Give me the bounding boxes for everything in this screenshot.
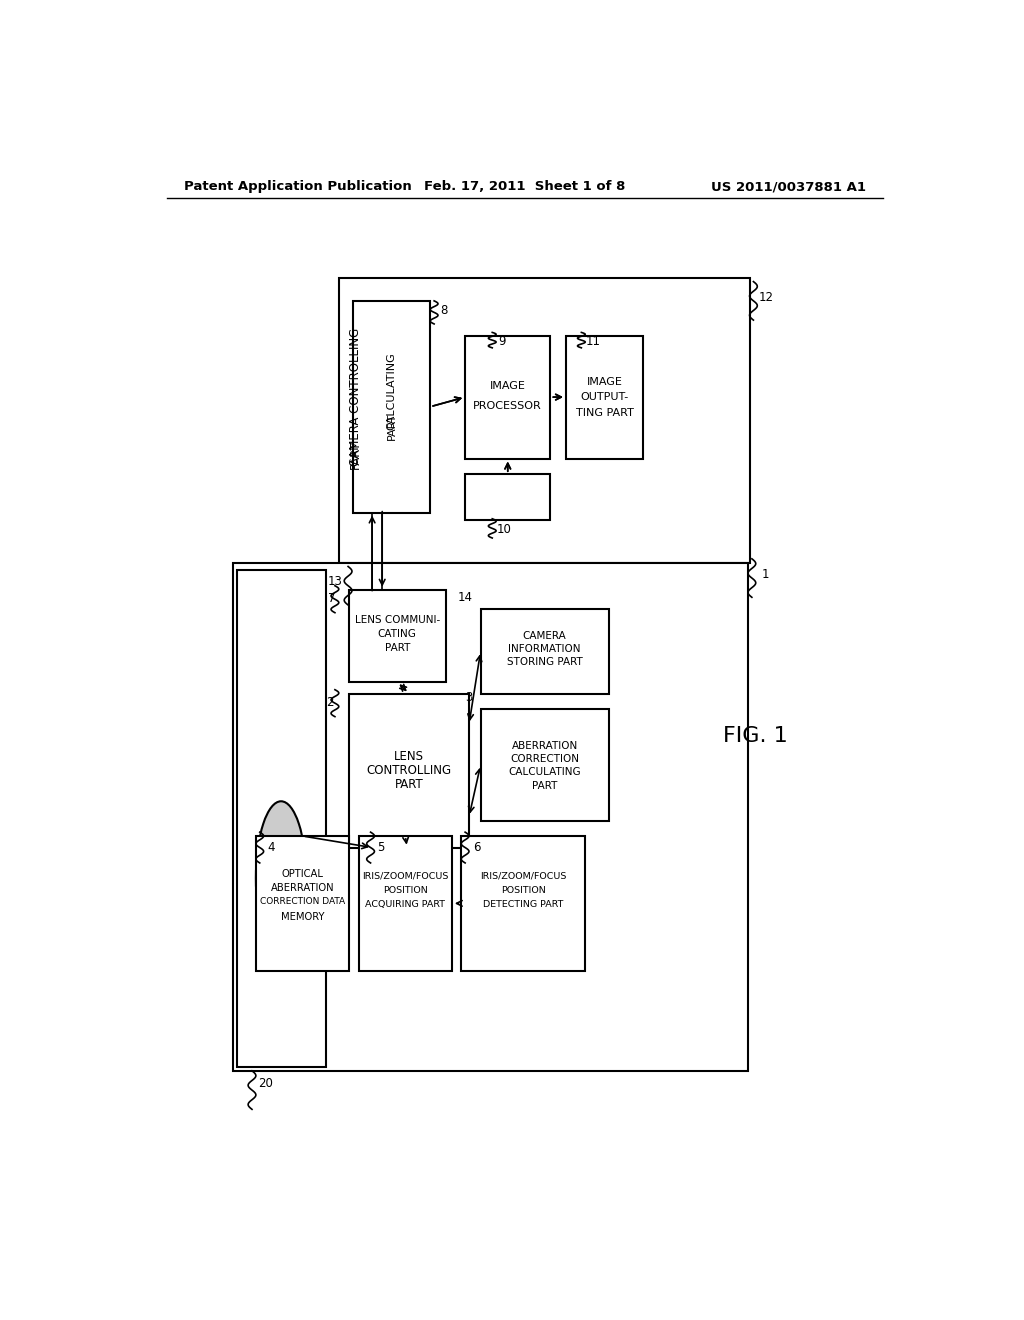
Bar: [465, 335, 550, 459]
Text: PROCESSOR: PROCESSOR: [473, 401, 542, 412]
Ellipse shape: [256, 801, 306, 956]
Bar: [359, 836, 452, 970]
Text: OUTPUT-: OUTPUT-: [581, 392, 629, 403]
Text: MEMORY: MEMORY: [281, 912, 325, 923]
Text: 1: 1: [761, 568, 769, 581]
Text: 14: 14: [458, 591, 473, 603]
Bar: [349, 590, 445, 682]
Bar: [349, 693, 469, 847]
Text: LENS: LENS: [394, 750, 424, 763]
Text: US 2011/0037881 A1: US 2011/0037881 A1: [711, 181, 866, 194]
Text: FIG. 1: FIG. 1: [723, 726, 788, 746]
Bar: [352, 301, 430, 512]
Text: 13: 13: [328, 576, 342, 589]
Bar: [237, 570, 326, 1067]
Bar: [461, 836, 586, 970]
Text: CATING: CATING: [378, 630, 417, 639]
Bar: [339, 277, 750, 562]
Bar: [480, 709, 608, 821]
Bar: [256, 836, 349, 970]
Text: 2: 2: [326, 696, 333, 709]
Text: 10: 10: [497, 523, 511, 536]
Text: CAMERA CONTROLLING: CAMERA CONTROLLING: [349, 327, 362, 466]
Text: IMAGE: IMAGE: [587, 376, 623, 387]
Text: 6: 6: [473, 841, 480, 854]
Text: TING PART: TING PART: [575, 408, 634, 417]
Text: 9: 9: [499, 335, 506, 348]
Text: ABERRATION: ABERRATION: [511, 741, 578, 751]
Text: PART: PART: [394, 777, 423, 791]
Text: POSITION: POSITION: [383, 886, 428, 895]
Bar: [480, 609, 608, 693]
Text: CONTROLLING: CONTROLLING: [367, 764, 452, 777]
Text: IRIS/ZOOM/FOCUS: IRIS/ZOOM/FOCUS: [480, 873, 566, 880]
Text: 8: 8: [440, 305, 447, 317]
Text: IRIS/ZOOM/FOCUS: IRIS/ZOOM/FOCUS: [362, 873, 449, 880]
Text: ABERRATION: ABERRATION: [270, 883, 334, 892]
Text: 3: 3: [465, 690, 473, 704]
Text: Feb. 17, 2011  Sheet 1 of 8: Feb. 17, 2011 Sheet 1 of 8: [424, 181, 626, 194]
Text: PART: PART: [385, 643, 410, 653]
Text: CALCULATING: CALCULATING: [386, 352, 396, 430]
Text: OPTICAL: OPTICAL: [282, 869, 324, 879]
Text: PART: PART: [386, 412, 396, 440]
Text: 12: 12: [759, 290, 774, 304]
Text: PART: PART: [531, 780, 557, 791]
Text: Patent Application Publication: Patent Application Publication: [183, 181, 412, 194]
Bar: [232, 562, 748, 1071]
Text: IMAGE: IMAGE: [489, 380, 525, 391]
Text: 7: 7: [328, 593, 336, 606]
Bar: [465, 474, 550, 520]
Text: CAMERA: CAMERA: [522, 631, 566, 640]
Text: CORRECTION DATA: CORRECTION DATA: [260, 898, 345, 907]
Text: 20: 20: [258, 1077, 273, 1090]
Text: LENS COMMUNI-: LENS COMMUNI-: [354, 615, 440, 626]
Text: DETECTING PART: DETECTING PART: [483, 900, 563, 908]
Bar: [566, 335, 643, 459]
Text: CORRECTION: CORRECTION: [510, 755, 579, 764]
Text: 11: 11: [586, 335, 600, 348]
Text: CALCULATING: CALCULATING: [508, 767, 581, 777]
Text: INFORMATION: INFORMATION: [508, 644, 581, 653]
Text: 4: 4: [267, 841, 275, 854]
Text: STORING PART: STORING PART: [507, 657, 583, 667]
Text: ACQUIRING PART: ACQUIRING PART: [366, 900, 445, 908]
Text: 5: 5: [377, 841, 384, 854]
Text: POSITION: POSITION: [501, 886, 546, 895]
Text: PART: PART: [349, 441, 362, 469]
